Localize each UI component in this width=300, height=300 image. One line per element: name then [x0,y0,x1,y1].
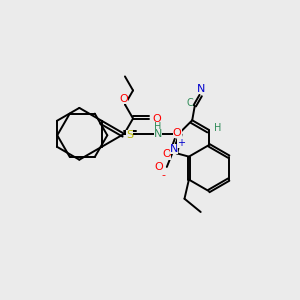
Text: N: N [170,144,178,154]
Text: O: O [154,162,163,172]
Text: O: O [152,113,161,124]
Text: -: - [162,170,166,180]
Text: O: O [119,94,128,103]
Text: O: O [163,149,171,159]
Text: S: S [126,130,133,140]
Text: H: H [154,122,162,132]
Text: N: N [154,129,162,139]
Text: C: C [186,98,193,108]
Text: +: + [177,138,185,148]
Text: H: H [214,123,221,134]
Text: O: O [173,128,182,138]
Text: N: N [196,84,205,94]
